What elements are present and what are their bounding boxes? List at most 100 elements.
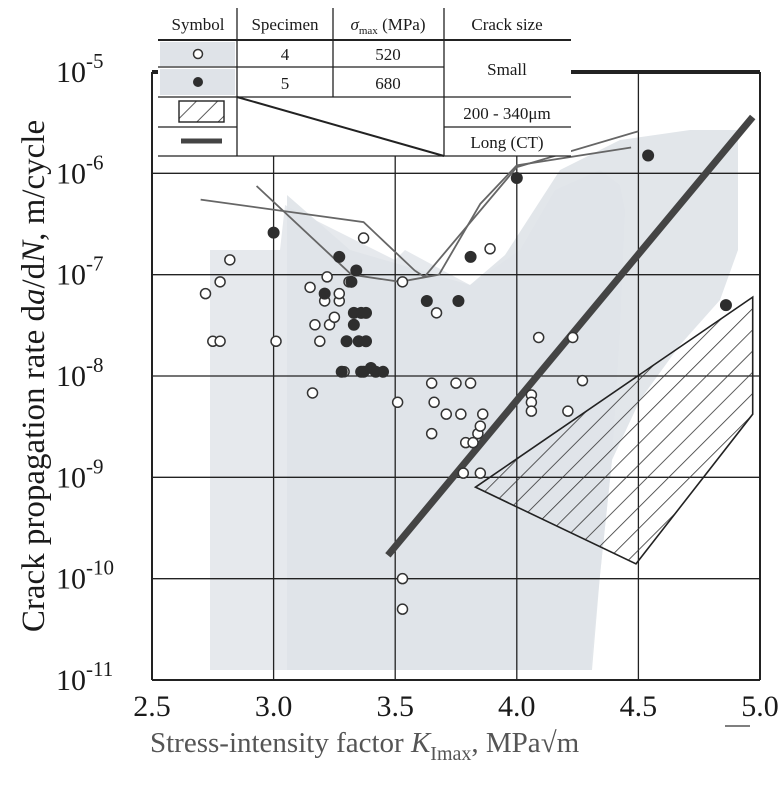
point-specimen-5-18: [420, 294, 433, 307]
point-specimen-5-4: [340, 335, 353, 348]
legend-hatched-icon: [178, 100, 225, 123]
point-specimen-4-8: [309, 319, 321, 331]
legend-sigma-520: 520: [375, 45, 401, 64]
hatched-region-200-340um: [473, 295, 754, 565]
legend-long-label: Long (CT): [470, 133, 543, 152]
legend-specimen-5: 5: [281, 74, 290, 93]
legend-sigma-unit: (MPa): [378, 15, 426, 34]
y-axis-label-mid: /d: [16, 262, 52, 288]
legend-specimen-4: 4: [281, 45, 290, 64]
y-tick-label-2: 10-9: [56, 454, 104, 494]
scatter-envelope-line-1: [200, 130, 639, 279]
y-axis-label-pre: Crack propagation rate d: [16, 305, 52, 633]
y-tick-label-1: 10-10: [56, 556, 114, 596]
x-axis-label-var: K: [410, 727, 432, 759]
legend-header-sigma: σmax (MPa): [350, 15, 425, 37]
point-specimen-4-3: [214, 276, 226, 288]
x-tick-label-1: 3.0: [255, 690, 293, 723]
legend-open-circle-icon: [192, 48, 204, 60]
legend-mid-label: 200 - 340μm: [463, 104, 551, 123]
point-specimen-5-6: [347, 318, 360, 331]
point-specimen-4-24: [425, 377, 438, 389]
y-axis-label-N: N: [16, 239, 52, 264]
point-specimen-4-11: [321, 271, 333, 283]
point-specimen-4-37: [474, 420, 487, 432]
legend-sigma-680: 680: [375, 74, 401, 93]
y-tick-label-3: 10-8: [56, 353, 104, 393]
point-specimen-4-44: [562, 405, 574, 417]
point-specimen-4-34: [467, 436, 479, 449]
legend-header-symbol: Symbol: [172, 15, 225, 34]
x-axis-label-unit: , MPa: [471, 727, 540, 759]
x-axis-label-sub: Imax: [430, 743, 471, 765]
y-axis-label: Crack propagation rate da/dN, m/cycle: [16, 120, 52, 632]
point-specimen-5-14: [360, 306, 373, 319]
x-axis-label-main: Stress-intensity factor: [150, 727, 411, 759]
point-specimen-5-17: [377, 365, 390, 378]
x-tick-label-3: 4.0: [498, 690, 536, 723]
y-tick-label-0: 10-11: [56, 657, 113, 697]
point-specimen-4-29: [450, 377, 462, 389]
point-specimen-5-20: [464, 250, 477, 263]
point-specimen-5-23: [719, 299, 732, 312]
point-specimen-4-28: [440, 408, 453, 420]
data-points: [199, 149, 732, 615]
point-specimen-4-25: [425, 427, 438, 440]
legend-header-specimen: Specimen: [251, 15, 319, 34]
point-specimen-4-46: [576, 374, 589, 387]
x-tick-labels: 2.5 3.0 3.5 4.0 4.5 5.0: [133, 690, 779, 723]
scatter-envelope-line-2: [255, 146, 632, 283]
legend-sigma-sub: max: [359, 25, 378, 37]
x-tick-label-2: 3.5: [376, 690, 414, 723]
point-specimen-4-26: [428, 396, 440, 409]
point-specimen-5-19: [452, 294, 465, 307]
point-specimen-5-3: [335, 365, 348, 378]
point-specimen-5-1: [318, 287, 331, 300]
y-axis-label-a: a: [16, 289, 52, 306]
point-specimen-4-45: [566, 331, 579, 344]
y-tick-label-5: 10-6: [56, 150, 104, 190]
point-specimen-5-5: [345, 275, 358, 288]
point-specimen-4-30: [455, 408, 467, 420]
point-specimen-4-2: [214, 335, 226, 348]
point-specimen-4-23: [396, 276, 409, 288]
point-specimen-4-36: [474, 467, 487, 479]
point-specimen-4-15: [333, 287, 346, 300]
point-specimen-5-22: [642, 149, 655, 162]
legend-diagonal: [236, 96, 445, 157]
point-specimen-4-43: [532, 331, 545, 344]
point-specimen-4-13: [328, 311, 341, 323]
point-specimen-4-27: [430, 307, 443, 319]
point-specimen-4-39: [484, 243, 496, 255]
legend-filled-circle-icon: [193, 77, 203, 87]
x-tick-label-0: 2.5: [133, 690, 171, 723]
point-specimen-4-20: [391, 396, 404, 409]
x-tick-label-4: 4.5: [620, 690, 658, 723]
x-axis-label-sqrt: √m: [541, 727, 580, 759]
point-specimen-5-13: [360, 335, 373, 348]
point-specimen-4-31: [457, 467, 470, 479]
point-specimen-5-21: [510, 171, 523, 184]
y-axis-label-post: , m/cycle: [16, 120, 52, 241]
y-tick-label-6: 10-5: [56, 49, 104, 89]
point-specimen-5-0: [267, 226, 280, 239]
point-specimen-4-33: [464, 377, 477, 389]
point-specimen-4-19: [357, 232, 370, 244]
y-tick-labels: 10-11 10-10 10-9 10-8 10-7 10-6 10-5: [56, 49, 114, 697]
point-specimen-5-2: [333, 250, 346, 263]
point-specimen-4-42: [525, 405, 538, 417]
point-specimen-4-4: [224, 254, 236, 266]
point-specimen-4-9: [314, 335, 326, 348]
point-specimen-4-7: [306, 387, 319, 399]
point-specimen-4-22: [396, 603, 409, 615]
legend-sigma-symbol: σ: [350, 15, 359, 34]
point-specimen-4-21: [396, 572, 409, 585]
legend-header-crack-size: Crack size: [471, 15, 542, 34]
y-tick-label-4: 10-7: [56, 252, 104, 292]
point-specimen-4-0: [199, 287, 212, 300]
point-specimen-5-8: [350, 264, 363, 277]
point-specimen-4-6: [304, 281, 316, 294]
legend-table: Symbol Specimen σmax (MPa) Crack size 4 …: [158, 8, 571, 157]
point-specimen-4-5: [270, 335, 282, 348]
